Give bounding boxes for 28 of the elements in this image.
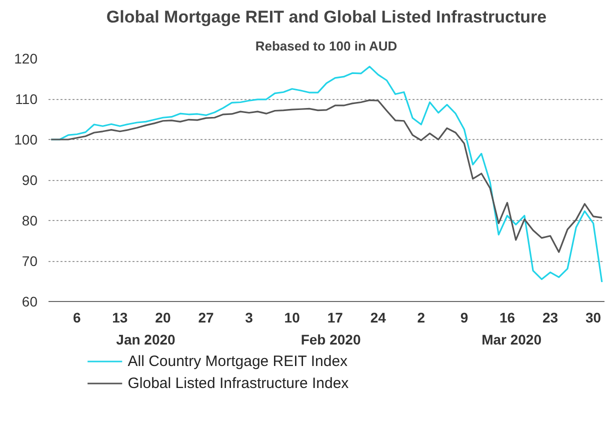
text: Mar 2020 [482,332,542,348]
x-tick-label: 13 [112,310,128,326]
x-tick-label: 23 [542,310,558,326]
y-tick-label: 100 [14,132,38,148]
x-tick-label: 24 [370,310,386,326]
y-tick-label: 80 [22,212,38,228]
x-tick-label: 9 [460,310,468,326]
x-tick-label: 6 [73,310,82,326]
x-tick-label: 3 [245,310,254,326]
y-tick-label: 60 [22,294,38,310]
x-tick-label: 30 [586,310,602,326]
line-series [50,99,603,253]
y-tick-label: 110 [15,91,38,107]
text: Feb 2020 [300,332,361,348]
chart-subtitle: Rebased to 100 in AUD [255,38,398,54]
x-tick-label: 10 [284,310,300,326]
legend-label: Global Listed Infrastructure Index [128,375,350,392]
chart-title: Global Mortgage REIT and Global Listed Infrastructure [106,8,547,26]
y-tick-label: 90 [22,172,38,188]
legend-label: All Country Mortgage REIT Index [128,353,348,370]
x-tick-label: 16 [499,310,516,326]
y-tick-label: 120 [14,50,38,66]
x-tick-label: 17 [327,310,344,326]
x-tick-label: 20 [155,310,171,326]
x-tick-label: 27 [198,310,214,326]
x-tick-label: 2 [417,310,426,326]
text: Jan 2020 [116,332,176,348]
y-tick-label: 70 [22,253,38,269]
